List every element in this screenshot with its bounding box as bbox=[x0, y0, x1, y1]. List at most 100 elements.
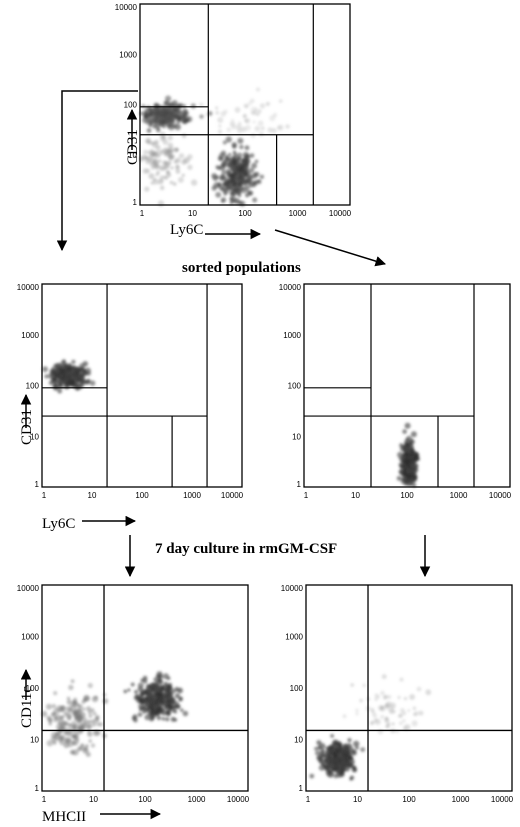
data-point bbox=[146, 155, 153, 162]
data-point bbox=[238, 185, 244, 192]
data-point bbox=[152, 178, 159, 185]
data-point bbox=[391, 722, 395, 726]
x-tick-label: 100 bbox=[400, 491, 414, 500]
data-point bbox=[223, 177, 229, 182]
data-point bbox=[161, 716, 166, 721]
data-point bbox=[240, 175, 246, 181]
data-point bbox=[259, 174, 265, 179]
data-point bbox=[384, 718, 390, 724]
data-point bbox=[399, 712, 404, 718]
data-point bbox=[403, 446, 410, 453]
data-point bbox=[67, 371, 73, 376]
data-point bbox=[156, 699, 161, 704]
data-point bbox=[85, 752, 91, 757]
data-point bbox=[249, 153, 255, 158]
data-point bbox=[341, 755, 345, 760]
data-point bbox=[86, 706, 92, 712]
data-point bbox=[155, 145, 161, 151]
data-point bbox=[123, 689, 128, 694]
data-point bbox=[252, 197, 258, 203]
data-point bbox=[325, 753, 329, 758]
y-tick-label: 10 bbox=[30, 736, 39, 745]
data-point bbox=[60, 720, 67, 727]
x-tick-label: 10 bbox=[353, 795, 362, 804]
data-point bbox=[215, 110, 220, 115]
data-point bbox=[402, 429, 407, 434]
data-point bbox=[215, 165, 220, 170]
data-point bbox=[242, 113, 247, 118]
data-point bbox=[400, 708, 405, 713]
data-point bbox=[374, 693, 379, 698]
data-point bbox=[155, 173, 159, 177]
x-tick-label: 1000 bbox=[450, 491, 468, 500]
data-point bbox=[397, 451, 404, 458]
data-point bbox=[53, 708, 60, 715]
data-point bbox=[265, 102, 270, 107]
data-point bbox=[251, 182, 257, 188]
data-point bbox=[271, 128, 277, 134]
data-point bbox=[95, 716, 100, 721]
data-point bbox=[167, 160, 172, 165]
data-point bbox=[362, 683, 366, 688]
y-tick-label: 1000 bbox=[119, 50, 137, 59]
data-point bbox=[237, 182, 243, 187]
x-tick-label: 1 bbox=[304, 491, 309, 500]
data-point bbox=[177, 687, 183, 694]
data-point bbox=[63, 741, 70, 749]
x-tick-label: 100 bbox=[138, 795, 152, 804]
data-point bbox=[244, 145, 250, 151]
scatter-points bbox=[138, 87, 290, 207]
plot-frame bbox=[41, 584, 249, 792]
data-point bbox=[236, 152, 243, 159]
data-point bbox=[185, 118, 190, 123]
data-point bbox=[221, 169, 227, 175]
data-point bbox=[71, 740, 77, 746]
data-point bbox=[355, 712, 359, 716]
data-point bbox=[84, 744, 89, 748]
data-point bbox=[257, 179, 262, 185]
x-tick-label: 10000 bbox=[489, 491, 512, 500]
data-point bbox=[416, 686, 422, 692]
data-point bbox=[360, 747, 366, 752]
data-point bbox=[65, 706, 72, 712]
data-point bbox=[405, 463, 410, 468]
data-point bbox=[260, 126, 265, 131]
scatter-points bbox=[41, 671, 189, 757]
data-point bbox=[73, 723, 80, 730]
x-axis-label: Ly6C bbox=[170, 222, 203, 238]
data-point bbox=[309, 773, 315, 779]
data-point bbox=[237, 178, 242, 182]
data-point bbox=[224, 156, 230, 162]
data-point bbox=[409, 694, 416, 700]
data-point bbox=[259, 103, 266, 109]
data-point bbox=[148, 716, 155, 722]
data-point bbox=[170, 698, 175, 704]
data-point bbox=[157, 200, 165, 207]
data-point bbox=[154, 114, 159, 119]
data-point bbox=[374, 697, 378, 701]
y-tick-label: 1000 bbox=[21, 331, 39, 340]
data-point bbox=[249, 98, 255, 104]
y-tick-label: 100 bbox=[288, 382, 302, 391]
arrow-left-branch bbox=[56, 90, 138, 252]
data-point bbox=[156, 715, 162, 721]
plot-frame bbox=[139, 3, 351, 206]
x-tick-label: 1 bbox=[306, 795, 311, 804]
data-point bbox=[245, 154, 250, 158]
data-point bbox=[370, 707, 375, 712]
data-point bbox=[44, 374, 49, 379]
data-point bbox=[326, 771, 333, 777]
data-point bbox=[165, 170, 170, 175]
tick-labels: 1 10 100 1000 10000 1 10 100 1000 10000 bbox=[115, 3, 352, 218]
y-tick-label: 100 bbox=[290, 684, 304, 693]
data-point bbox=[157, 674, 164, 680]
tick-labels: 1 10 100 1000 10000 1 10 100 1000 10000 bbox=[281, 584, 514, 804]
x-tick-label: 1000 bbox=[188, 795, 206, 804]
data-point bbox=[54, 716, 58, 720]
data-point bbox=[380, 714, 385, 720]
data-point bbox=[228, 152, 232, 157]
data-point bbox=[127, 688, 131, 692]
data-point bbox=[398, 721, 403, 726]
data-point bbox=[218, 152, 225, 159]
data-point bbox=[248, 191, 253, 196]
